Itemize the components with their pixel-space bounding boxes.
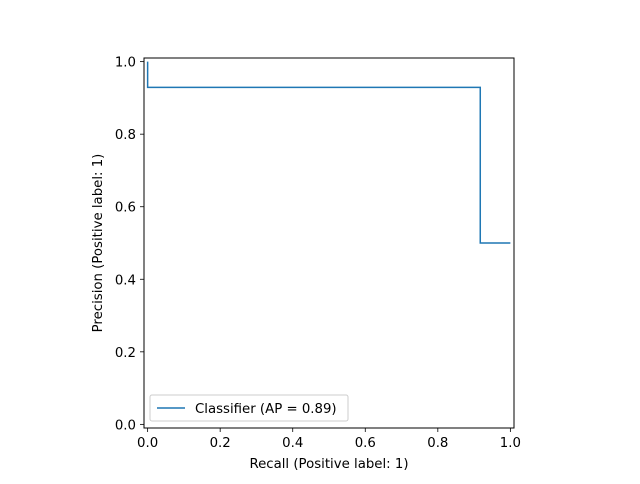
legend: Classifier (AP = 0.89)	[149, 394, 349, 422]
plot-area-frame	[143, 57, 515, 429]
y-tick-label: 0.6	[115, 201, 136, 216]
y-tick-label: 0.0	[115, 418, 136, 433]
y-axis-label: Precision (Positive label: 1)	[91, 154, 106, 333]
legend-label: Classifier (AP = 0.89)	[195, 402, 337, 417]
y-tick-label: 1.0	[115, 56, 136, 71]
y-tick-label: 0.8	[115, 128, 136, 143]
x-tick-label: 0.4	[282, 436, 303, 451]
x-tick-label: 0.8	[427, 436, 448, 451]
y-tick-label: 0.4	[115, 273, 136, 288]
series-layer	[146, 61, 511, 244]
legend-box	[149, 394, 349, 422]
y-tick-label: 0.2	[115, 346, 136, 361]
y-axis-ticks: 0.0 0.2 0.4 0.6 0.8 1.0	[115, 56, 144, 433]
plot-area-background	[144, 58, 514, 428]
x-tick-label: 1.0	[500, 436, 521, 451]
x-tick-label: 0.6	[355, 436, 376, 451]
x-axis-ticks: 0.0 0.2 0.4 0.6 0.8 1.0	[137, 428, 521, 451]
x-axis-label: Recall (Positive label: 1)	[249, 457, 408, 472]
series-line-0	[146, 61, 511, 244]
x-tick-label: 0.0	[137, 436, 158, 451]
x-tick-label: 0.2	[210, 436, 231, 451]
